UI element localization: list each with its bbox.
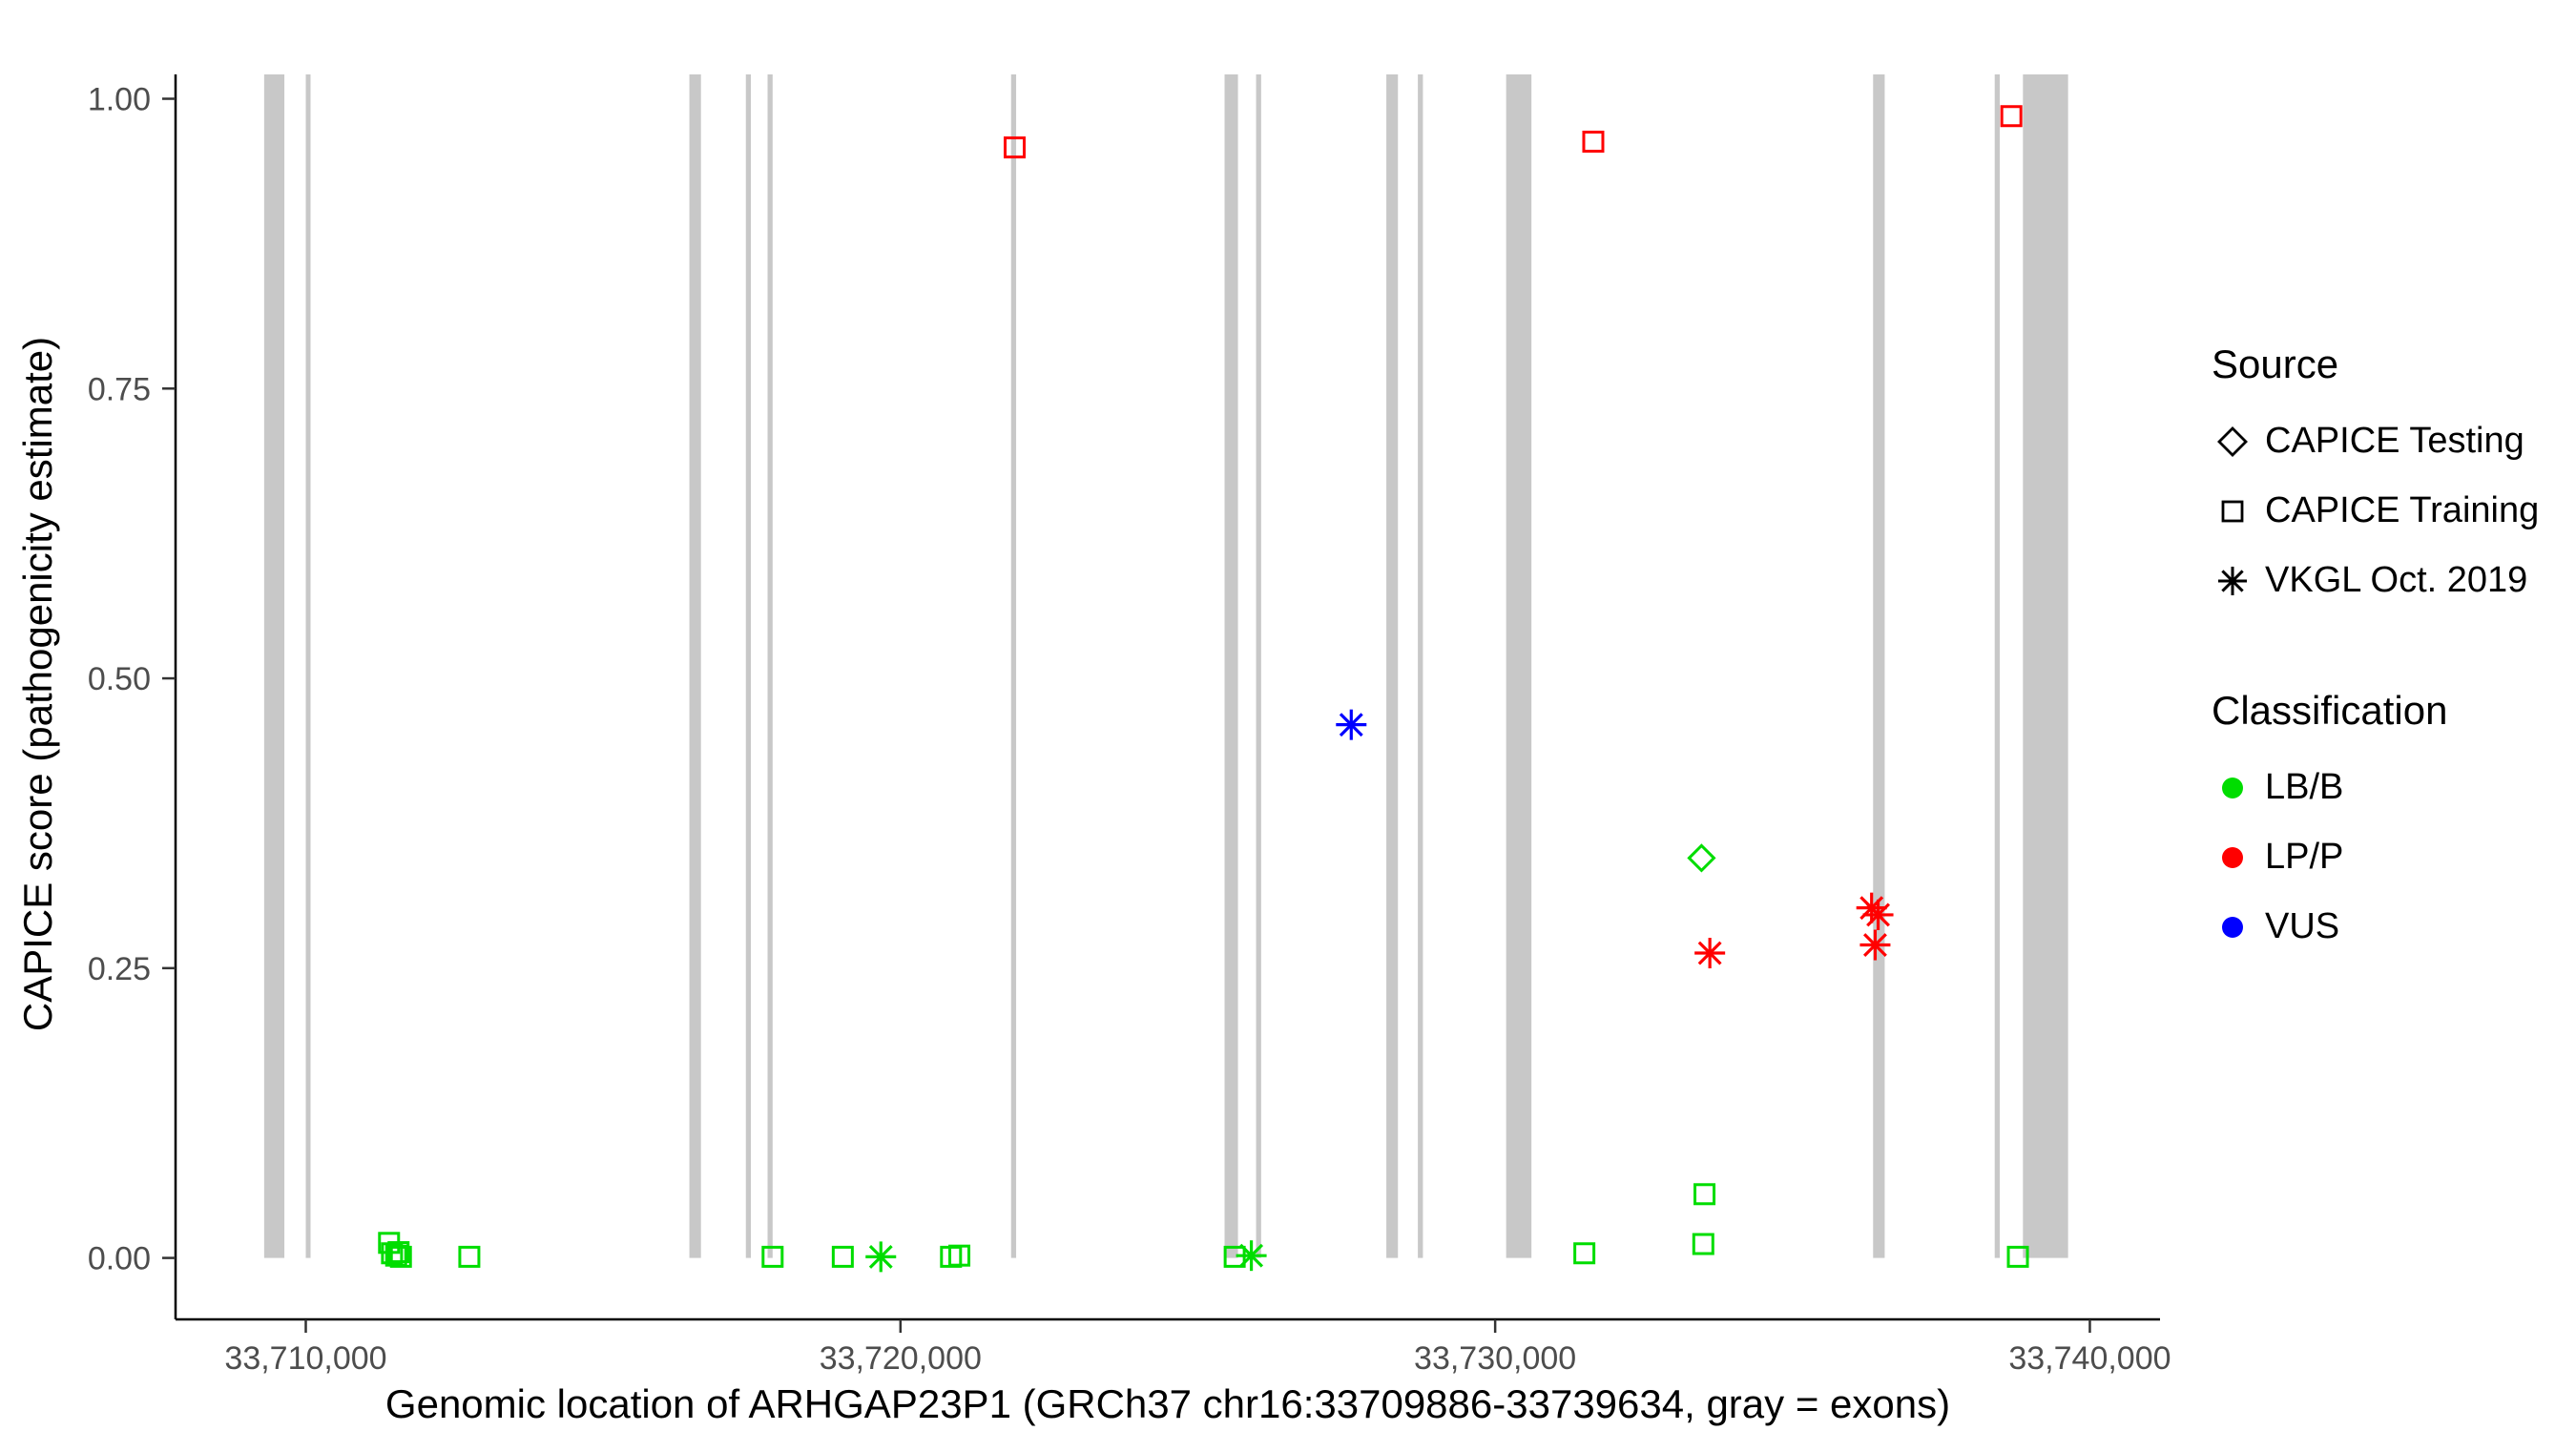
- red-dot-icon: [2212, 837, 2265, 879]
- green-dot-icon: [2212, 767, 2265, 809]
- exon-bar: [305, 74, 311, 1258]
- legend-group-source: Source CAPICE Testing CAPICE Training: [2212, 342, 2574, 615]
- data-point-square: [2006, 1245, 2029, 1268]
- legend-source-title: Source: [2212, 342, 2339, 386]
- exon-bar: [1506, 74, 1532, 1258]
- data-point-square: [1692, 1233, 1714, 1255]
- diamond-open-icon: [2212, 421, 2265, 463]
- asterisk-icon: [2212, 560, 2265, 602]
- asterisk-ray: [1339, 713, 1363, 737]
- exon-bar: [2023, 74, 2068, 1258]
- y-tick-label: 0.50: [88, 661, 151, 697]
- data-point-asterisk: [1336, 709, 1367, 740]
- exon-bar: [1418, 74, 1423, 1258]
- legend-label: CAPICE Testing: [2265, 421, 2524, 461]
- asterisk-ray: [1697, 941, 1722, 965]
- exon-bar: [1386, 74, 1399, 1258]
- legend-item-lpp: LP/P: [2212, 822, 2574, 892]
- asterisk-ray: [1866, 902, 1890, 927]
- data-point-square: [1003, 136, 1026, 159]
- x-tick-label: 33,740,000: [2008, 1340, 2171, 1377]
- legend-label: CAPICE Training: [2265, 490, 2540, 530]
- legend-label: LB/B: [2265, 767, 2344, 807]
- exon-bar: [263, 74, 285, 1258]
- legend-item-lbb: LB/B: [2212, 753, 2574, 822]
- data-point-square: [1582, 130, 1605, 153]
- x-tick-label: 33,730,000: [1414, 1340, 1576, 1377]
- data-point-square: [458, 1245, 481, 1268]
- y-axis-title: CAPICE score (pathogenicity estimate): [15, 336, 60, 1032]
- y-tick-label: 0.00: [88, 1241, 151, 1277]
- data-point-asterisk: [1236, 1240, 1267, 1272]
- legend-label: VUS: [2265, 906, 2340, 946]
- exon-bar: [1873, 74, 1885, 1258]
- legend: Source CAPICE Testing CAPICE Training: [2212, 342, 2574, 962]
- data-point-square: [389, 1245, 412, 1268]
- legend-item-vus: VUS: [2212, 892, 2574, 962]
- legend-label: VKGL Oct. 2019: [2265, 560, 2528, 600]
- data-point-diamond: [1687, 843, 1716, 873]
- data-point-square: [831, 1245, 854, 1268]
- square-open-icon: [2212, 490, 2265, 532]
- legend-item-capice-training: CAPICE Training: [2212, 476, 2574, 546]
- data-point-square: [1573, 1242, 1596, 1265]
- data-point-square: [948, 1244, 971, 1267]
- data-point-square: [1693, 1183, 1716, 1206]
- exon-bar: [1994, 74, 2001, 1258]
- exon-bar: [745, 74, 752, 1258]
- exon-bar: [1010, 74, 1017, 1258]
- blue-dot-icon: [2212, 906, 2265, 948]
- asterisk-ray: [868, 1244, 893, 1269]
- legend-label: LP/P: [2265, 837, 2344, 877]
- data-point-square: [2000, 105, 2023, 128]
- data-point-asterisk: [865, 1241, 897, 1273]
- x-axis-title: Genomic location of ARHGAP23P1 (GRCh37 c…: [384, 1381, 1951, 1426]
- x-tick-label: 33,720,000: [820, 1340, 982, 1377]
- data-point-asterisk: [1694, 938, 1726, 969]
- exon-bar: [689, 74, 701, 1258]
- legend-item-vkgl: VKGL Oct. 2019: [2212, 546, 2574, 615]
- data-point-square: [761, 1245, 784, 1268]
- legend-item-capice-testing: CAPICE Testing: [2212, 406, 2574, 476]
- x-tick-label: 33,710,000: [224, 1340, 386, 1377]
- y-tick-label: 0.25: [88, 951, 151, 987]
- asterisk-ray: [1862, 933, 1887, 957]
- legend-group-classification: Classification LB/B LP/P: [2212, 688, 2574, 962]
- y-tick-label: 1.00: [88, 82, 151, 118]
- data-point-asterisk: [1859, 929, 1891, 961]
- exon-bar: [1224, 74, 1238, 1258]
- asterisk-ray: [1239, 1243, 1264, 1268]
- exon-bar: [767, 74, 773, 1258]
- legend-classification-title: Classification: [2212, 688, 2448, 733]
- data-point-asterisk: [1862, 899, 1894, 930]
- data-point-square: [387, 1241, 410, 1264]
- y-tick-label: 0.75: [88, 371, 151, 407]
- exon-bar: [1256, 74, 1261, 1258]
